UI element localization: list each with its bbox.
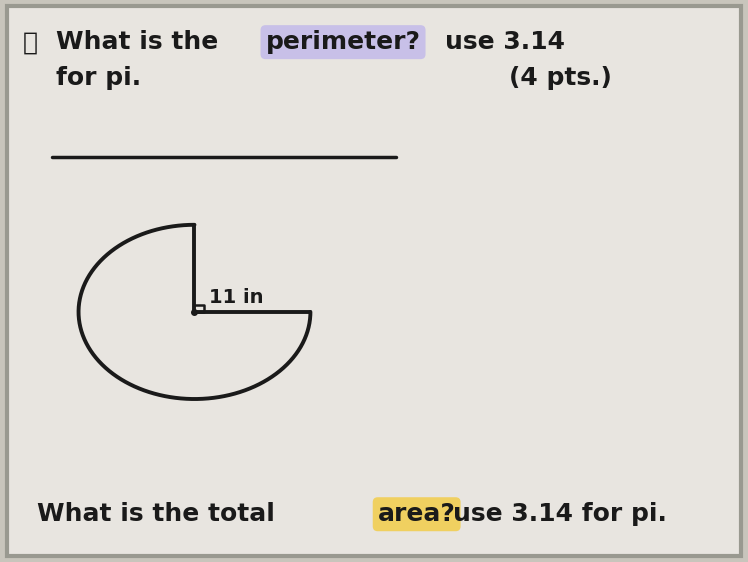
Text: area?: area? [378, 502, 456, 526]
Text: What is the total: What is the total [37, 502, 275, 526]
Text: 11 in: 11 in [209, 288, 264, 307]
Text: perimeter?: perimeter? [266, 30, 420, 54]
Text: (4 pts.): (4 pts.) [509, 66, 612, 89]
Text: ⓔ: ⓔ [22, 30, 37, 54]
FancyBboxPatch shape [7, 6, 741, 556]
Text: use 3.14 for pi.: use 3.14 for pi. [453, 502, 666, 526]
Text: use 3.14: use 3.14 [445, 30, 565, 54]
Text: for pi.: for pi. [56, 66, 141, 89]
Text: What is the: What is the [56, 30, 218, 54]
